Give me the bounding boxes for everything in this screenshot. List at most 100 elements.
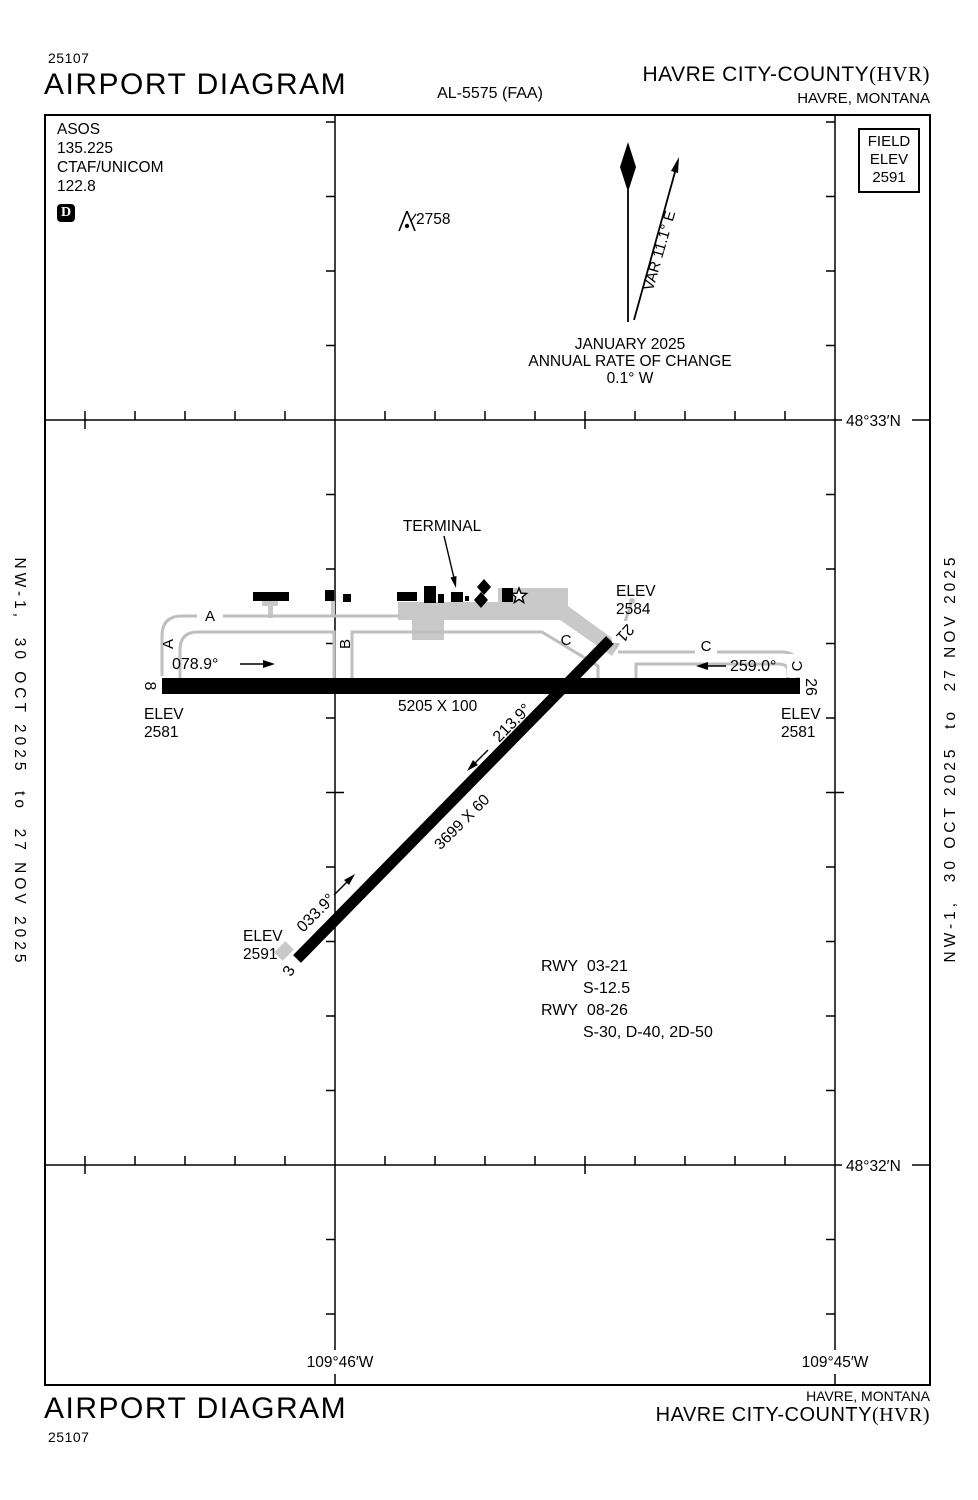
latitude-label-south: 48°32′N	[846, 1158, 901, 1175]
label-mask	[695, 637, 717, 654]
taxiway-b-label: B	[337, 639, 354, 649]
svg-text:3: 3	[280, 963, 299, 979]
asos-label: ASOS	[57, 121, 101, 138]
heading-033-arrow	[333, 874, 355, 896]
longitude-label-west: 109°46′W	[307, 1354, 374, 1371]
ctaf-frequency: 122.8	[57, 178, 96, 195]
map-border	[44, 114, 931, 1386]
elev-rwy3-label: ELEV	[243, 928, 283, 945]
runway-data-line4: S-30, D-40, 2D-50	[583, 1024, 713, 1041]
elev-rwy8-label: ELEV	[144, 706, 184, 723]
latitude-label-north: 48°33′N	[846, 413, 901, 430]
tick-marks-lon-east	[826, 121, 844, 1315]
elev-rwy21-value: 2584	[616, 601, 651, 618]
runway-3-number: 3	[280, 963, 299, 979]
ctaf-unicom-label: CTAF/UNICOM	[57, 159, 164, 176]
north-arrow-icon	[620, 142, 636, 322]
elev-rwy21-label: ELEV	[616, 583, 656, 600]
taxiway-c-label-east: C	[701, 638, 712, 655]
airport-code-text-bottom: (HVR)	[871, 1404, 930, 1426]
field-elev-line2: ELEV	[869, 151, 909, 168]
hangar-building	[253, 592, 289, 601]
svg-text:3699 X 60: 3699 X 60	[431, 791, 493, 853]
label-mask	[787, 654, 805, 677]
building	[438, 594, 444, 603]
runway-08-26	[162, 678, 800, 694]
obstruction-icon	[398, 210, 417, 232]
taxiway-a-outer-edge	[160, 614, 400, 676]
airport-name-text: HAVRE CITY-COUNTY	[642, 63, 870, 86]
apron	[398, 588, 620, 656]
terminal-label: TERMINAL	[403, 518, 482, 535]
taxiway-a-inner-edge	[178, 630, 336, 678]
building	[465, 596, 469, 601]
apron-extension	[412, 620, 444, 640]
runway-8-number: 8	[141, 682, 158, 691]
taxiway-a-label-west: A	[160, 639, 177, 649]
terminal-building	[451, 592, 463, 602]
obstruction-elevation: 2758	[416, 211, 450, 228]
svg-text:26: 26	[802, 678, 819, 696]
svg-text:A: A	[160, 639, 177, 649]
hangar-taxilane	[262, 601, 278, 606]
runway-03-21	[293, 636, 614, 963]
taxiway-b-edge	[350, 630, 600, 678]
procedure-id: AL-5575 (FAA)	[437, 85, 543, 102]
building	[424, 586, 436, 603]
heading-213-arrow	[467, 749, 489, 771]
label-mask	[612, 621, 636, 643]
runway3-end-stub	[274, 941, 294, 961]
svg-text:VAR 11.1° E: VAR 11.1° E	[640, 209, 679, 293]
city-state-top: HAVRE, MONTANA	[797, 90, 930, 107]
beacon-star-icon	[509, 586, 529, 605]
compass-date: JANUARY 2025	[575, 336, 686, 353]
building	[325, 590, 334, 601]
tick-marks-lat-south	[84, 1156, 786, 1174]
field-elev-box: FIELD ELEV 2591	[858, 128, 920, 193]
elev-rwy26-value: 2581	[781, 724, 815, 741]
datalink-d-icon: D	[57, 204, 76, 222]
magnetic-north-arrow-icon	[633, 157, 679, 321]
building-connector	[331, 601, 335, 617]
taxiway-a-label-top: A	[205, 608, 215, 625]
building-diamond	[474, 592, 488, 608]
runway-0826-dimensions: 5205 X 100	[398, 698, 478, 715]
heading-259: 259.0°	[730, 658, 776, 675]
runway-0321-dimensions: 3699 X 60	[431, 791, 493, 853]
airport-name-text-bottom: HAVRE CITY-COUNTY	[655, 1404, 872, 1426]
elev-rwy3-value: 2591	[243, 946, 277, 963]
heading-078-arrow	[240, 660, 275, 668]
elev-rwy8-value: 2581	[144, 724, 178, 741]
svg-text:C: C	[789, 660, 806, 671]
longitude-label-east: 109°45′W	[802, 1354, 869, 1371]
label-mask	[197, 607, 223, 624]
elev-point-dot	[629, 598, 635, 604]
heading-078: 078.9°	[172, 656, 218, 673]
heading-259-arrow	[696, 662, 726, 670]
building-diamond	[477, 579, 491, 595]
airport-name-top: HAVRE CITY-COUNTY(HVR)	[642, 62, 930, 87]
svg-text:B: B	[337, 639, 354, 649]
magnetic-variation-label: VAR 11.1° E	[640, 209, 679, 293]
field-elev-line1: FIELD	[867, 133, 911, 150]
terminal-arrow	[443, 535, 457, 588]
runway-data-line1: RWY 03-21	[541, 958, 628, 975]
hangar-connector	[268, 606, 273, 618]
elev-rwy26-label: ELEV	[781, 706, 821, 723]
buildings	[253, 579, 513, 608]
asos-frequency: 135.225	[57, 140, 114, 157]
airport-code-text: (HVR)	[869, 62, 930, 86]
runway-data-line2: S-12.5	[583, 980, 630, 997]
tick-marks-lat-north	[84, 411, 786, 429]
airport-name-bottom: HAVRE CITY-COUNTY(HVR)	[656, 1404, 930, 1427]
taxiway-c-label-apron: C	[561, 632, 572, 649]
field-elev-value: 2591	[872, 169, 906, 186]
building	[397, 592, 417, 601]
building	[343, 594, 351, 602]
page-title-top: AIRPORT DIAGRAM	[44, 68, 348, 101]
runway-data-line3: RWY 08-26	[541, 1002, 628, 1019]
comm-box: ASOS 135.225 CTAF/UNICOM 122.8 D	[57, 120, 163, 222]
page-title-bottom: AIRPORT DIAGRAM	[44, 1392, 348, 1425]
